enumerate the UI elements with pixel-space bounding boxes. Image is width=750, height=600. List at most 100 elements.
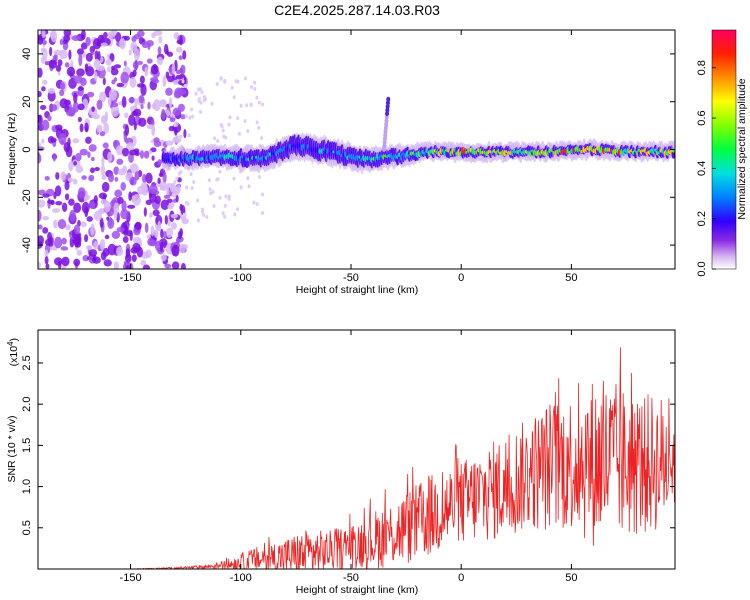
- noise-blob: [64, 62, 70, 68]
- spectrogram-y-tick-label: -20: [21, 189, 33, 205]
- noise-blob: [147, 42, 151, 51]
- noise-blob: [132, 242, 141, 253]
- noise-blob: [228, 115, 232, 120]
- noise-blob: [190, 186, 194, 191]
- feature-spike: [386, 96, 391, 102]
- heatmap-marks: [38, 30, 675, 269]
- noise-blob: [85, 36, 91, 47]
- noise-blob: [85, 52, 93, 62]
- noise-blob: [180, 64, 186, 75]
- noise-blob: [77, 103, 85, 111]
- snr-multiplier-prefix: (x10: [8, 346, 20, 367]
- noise-blob: [140, 104, 144, 110]
- noise-blob: [77, 86, 84, 91]
- noise-blob: [81, 201, 90, 214]
- noise-blob: [220, 124, 224, 129]
- noise-blob: [179, 228, 183, 237]
- noise-blob: [177, 171, 181, 176]
- noise-blob: [208, 187, 212, 192]
- noise-blob: [190, 107, 194, 112]
- noise-blob: [44, 249, 49, 257]
- noise-blob: [165, 48, 169, 55]
- noise-blob: [93, 210, 102, 222]
- noise-blob: [65, 109, 75, 117]
- noise-blob: [104, 111, 108, 123]
- noise-blob: [96, 124, 103, 133]
- noise-blob: [223, 203, 227, 208]
- noise-blob: [113, 140, 118, 147]
- noise-blob: [120, 208, 129, 220]
- noise-blob: [162, 171, 167, 184]
- noise-blob: [165, 227, 174, 238]
- noise-blob: [146, 234, 152, 239]
- noise-blob: [173, 122, 177, 127]
- noise-blob: [224, 135, 228, 140]
- noise-blob: [158, 172, 164, 177]
- noise-blob: [61, 202, 68, 212]
- noise-blob: [103, 259, 112, 267]
- noise-blob: [93, 58, 101, 69]
- noise-blob: [40, 47, 46, 53]
- noise-blob: [192, 180, 196, 185]
- noise-blob: [110, 102, 119, 108]
- noise-blob: [60, 171, 66, 181]
- noise-blob: [44, 61, 49, 66]
- noise-blob: [98, 91, 107, 103]
- noise-blob: [89, 201, 96, 209]
- noise-blob: [84, 234, 89, 243]
- noise-blob: [147, 238, 154, 246]
- noise-blob: [122, 236, 129, 243]
- noise-blob: [196, 218, 200, 223]
- noise-blob: [60, 82, 66, 90]
- noise-blob: [130, 41, 138, 52]
- noise-blob: [128, 191, 132, 201]
- noise-blob: [129, 76, 137, 88]
- noise-blob: [157, 46, 162, 55]
- snr-x-tick-label: 0: [458, 572, 464, 584]
- noise-blob: [239, 103, 243, 108]
- noise-blob: [117, 196, 124, 204]
- noise-blob: [38, 114, 43, 125]
- spectrogram-panel: -150 -100 -50 0 50 -40 -20 0 20 40 Height of str…: [6, 29, 676, 296]
- noise-blob: [207, 178, 211, 183]
- snr-y-axis-label: SNR (10 * v/v): [6, 415, 18, 482]
- snr-y-tick-label: 1.5: [21, 438, 33, 453]
- noise-blob: [157, 159, 162, 166]
- noise-blob: [159, 100, 167, 108]
- noise-blob: [47, 87, 56, 94]
- snr-multiplier-close: ): [8, 338, 20, 342]
- noise-blob: [257, 175, 261, 180]
- noise-blob: [42, 227, 49, 234]
- noise-blob: [84, 122, 89, 133]
- noise-blob: [250, 85, 254, 90]
- noise-blob: [72, 178, 78, 185]
- spectrogram-x-tick-label: -150: [120, 272, 142, 284]
- noise-blob: [191, 114, 195, 119]
- noise-blob: [184, 114, 188, 119]
- noise-blob: [177, 135, 181, 140]
- colorbar-tick-label: 0.8: [696, 60, 708, 75]
- noise-blob: [230, 85, 234, 90]
- noise-blob: [121, 147, 130, 157]
- noise-blob: [125, 124, 130, 136]
- noise-blob: [58, 132, 67, 145]
- noise-blob: [164, 214, 168, 225]
- noise-blob: [75, 153, 82, 162]
- noise-blob: [255, 95, 259, 100]
- noise-blob: [78, 54, 83, 67]
- noise-blob: [181, 218, 189, 225]
- snr-x-tick-label: -150: [120, 572, 142, 584]
- noise-blob: [116, 226, 125, 233]
- noise-blob: [218, 195, 222, 200]
- noise-blob: [167, 203, 174, 210]
- noise-blob: [244, 76, 248, 81]
- noise-blob: [41, 39, 47, 45]
- noise-blob: [124, 253, 132, 263]
- noise-blob: [42, 215, 50, 221]
- colorbar-ticks: 0.0 0.2 0.4 0.6 0.8: [696, 60, 716, 277]
- noise-blob: [108, 217, 113, 226]
- noise-blob: [94, 71, 98, 82]
- noise-blob: [99, 238, 106, 251]
- noise-blob: [257, 125, 261, 130]
- noise-blob: [119, 38, 126, 50]
